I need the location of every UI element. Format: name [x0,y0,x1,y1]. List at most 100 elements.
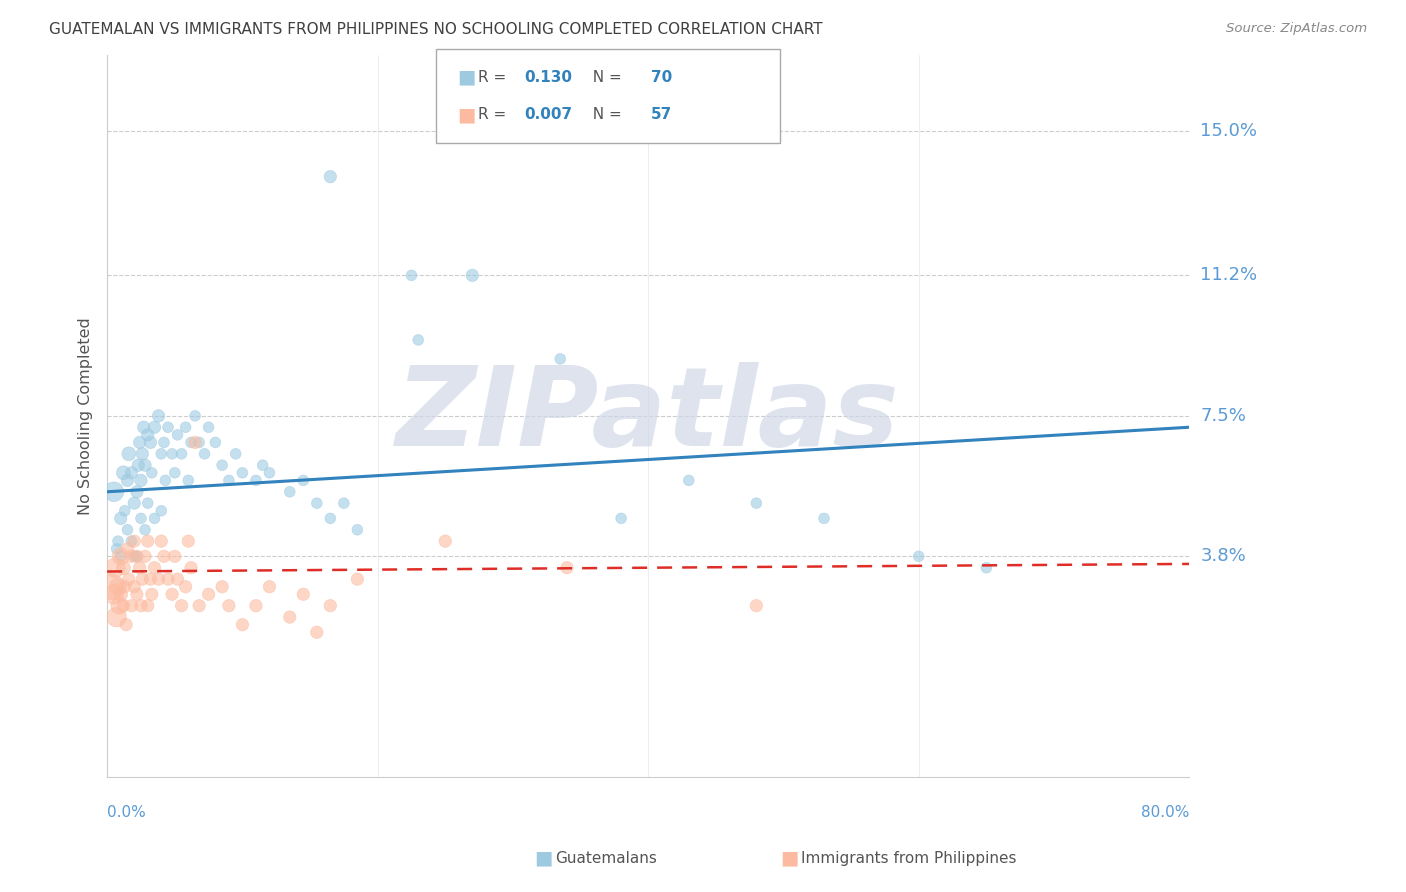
Point [118,572,141,586]
Text: ■: ■ [457,68,475,87]
Point [108,599,131,613]
Point [319,511,342,525]
Point [107,580,129,594]
Point [252,458,274,473]
Point [305,496,328,510]
Point [125,484,148,499]
Point [153,549,176,564]
Point [177,474,200,488]
Point [110,587,132,601]
Point [143,560,166,574]
Point [125,549,148,564]
Point [188,435,211,450]
Point [166,572,188,586]
Point [114,504,136,518]
Point [112,560,135,574]
Point [245,474,267,488]
Point [218,599,240,613]
Point [122,580,145,594]
Point [170,447,193,461]
Text: ■: ■ [534,848,553,868]
Point [134,523,156,537]
Point [245,599,267,613]
Point [115,617,138,632]
Point [319,169,342,184]
Point [132,420,155,434]
Point [461,268,484,283]
Point [134,458,156,473]
Point [122,549,145,564]
Point [150,534,173,549]
Point [401,268,423,283]
Point [128,560,150,574]
Point [678,474,700,488]
Text: ZIPatlas: ZIPatlas [396,362,900,469]
Point [136,496,159,510]
Point [745,496,768,510]
Point [125,549,148,564]
Point [110,549,132,564]
Point [141,466,163,480]
Point [160,587,183,601]
Text: N =: N = [583,107,627,122]
Point [129,511,152,525]
Point [105,541,128,556]
Point [136,599,159,613]
Point [278,610,301,624]
Point [180,435,202,450]
Point [131,572,153,586]
Point [122,534,145,549]
Point [976,560,998,574]
Y-axis label: No Schooling Completed: No Schooling Completed [79,317,93,515]
Point [121,599,143,613]
Point [259,466,281,480]
Point [114,580,136,594]
Text: 80.0%: 80.0% [1140,805,1189,821]
Point [177,534,200,549]
Text: 7.5%: 7.5% [1201,407,1246,425]
Point [112,466,135,480]
Point [139,435,162,450]
Point [548,351,571,366]
Point [259,580,281,594]
Point [143,420,166,434]
Point [184,435,207,450]
Point [150,447,173,461]
Point [121,534,143,549]
Point [197,420,219,434]
Text: R =: R = [478,107,512,122]
Point [231,617,253,632]
Point [117,523,139,537]
Point [104,560,127,574]
Text: GUATEMALAN VS IMMIGRANTS FROM PHILIPPINES NO SCHOOLING COMPLETED CORRELATION CHA: GUATEMALAN VS IMMIGRANTS FROM PHILIPPINE… [49,22,823,37]
Point [610,511,633,525]
Point [292,587,315,601]
Text: 57: 57 [651,107,672,122]
Text: ■: ■ [457,105,475,124]
Point [103,587,125,601]
Point [121,466,143,480]
Point [333,496,356,510]
Text: Guatemalans: Guatemalans [555,851,657,865]
Point [174,580,197,594]
Point [278,484,301,499]
Text: R =: R = [478,70,512,85]
Point [148,572,170,586]
Point [166,427,188,442]
Text: 3.8%: 3.8% [1201,548,1246,566]
Point [193,447,215,461]
Point [100,580,122,594]
Point [160,447,183,461]
Point [218,474,240,488]
Point [406,333,429,347]
Point [157,572,180,586]
Point [157,420,180,434]
Point [118,447,141,461]
Point [163,549,186,564]
Point [117,541,139,556]
Point [127,458,149,473]
Text: 15.0%: 15.0% [1201,122,1257,140]
Point [211,458,233,473]
Text: Immigrants from Philippines: Immigrants from Philippines [801,851,1017,865]
Text: 0.130: 0.130 [524,70,572,85]
